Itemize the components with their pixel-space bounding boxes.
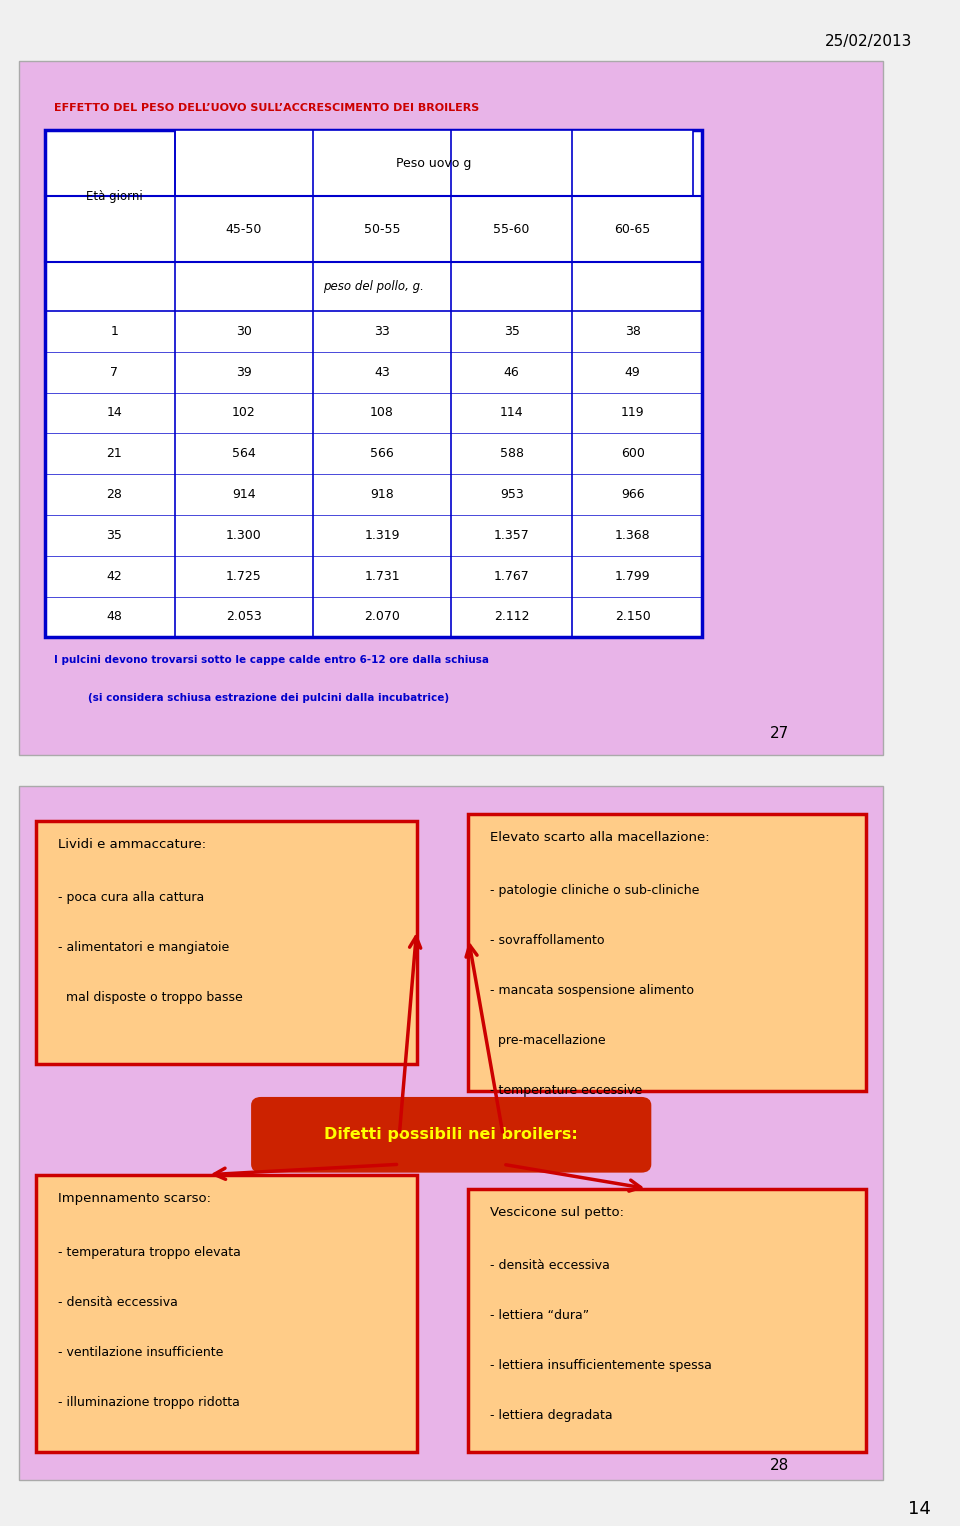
Text: 48: 48 — [107, 610, 122, 624]
Text: pre-macellazione: pre-macellazione — [491, 1035, 606, 1047]
FancyBboxPatch shape — [45, 130, 702, 638]
Text: Elevato scarto alla macellazione:: Elevato scarto alla macellazione: — [491, 832, 709, 844]
FancyBboxPatch shape — [36, 1175, 417, 1453]
Text: Impennamento scarso:: Impennamento scarso: — [58, 1192, 211, 1206]
Text: 1.300: 1.300 — [226, 530, 262, 542]
Text: 2.150: 2.150 — [614, 610, 651, 624]
Text: Lividi e ammaccature:: Lividi e ammaccature: — [58, 838, 206, 852]
Text: 2.112: 2.112 — [494, 610, 529, 624]
Text: - lettiera insufficientemente spessa: - lettiera insufficientemente spessa — [491, 1360, 712, 1372]
Text: I pulcini devono trovarsi sotto le cappe calde entro 6-12 ore dalla schiusa: I pulcini devono trovarsi sotto le cappe… — [54, 655, 489, 665]
Text: 918: 918 — [371, 488, 394, 501]
Text: - densità eccessiva: - densità eccessiva — [491, 1259, 610, 1273]
Text: 30: 30 — [236, 325, 252, 337]
Text: 14: 14 — [107, 406, 122, 420]
Text: - alimentatori e mangiatoie: - alimentatori e mangiatoie — [58, 942, 229, 954]
Text: 55-60: 55-60 — [493, 223, 530, 237]
FancyBboxPatch shape — [175, 130, 693, 197]
Text: EFFETTO DEL PESO DELL’UOVO SULL’ACCRESCIMENTO DEI BROILERS: EFFETTO DEL PESO DELL’UOVO SULL’ACCRESCI… — [54, 104, 479, 113]
Text: Peso uovo g: Peso uovo g — [396, 157, 471, 169]
Text: - densità eccessiva: - densità eccessiva — [58, 1296, 178, 1308]
Text: - temperature eccessive: - temperature eccessive — [491, 1085, 642, 1097]
Text: peso del pollo, g.: peso del pollo, g. — [323, 281, 424, 293]
Text: 1.767: 1.767 — [493, 569, 530, 583]
Text: 588: 588 — [500, 447, 524, 461]
Text: (si considera schiusa estrazione dei pulcini dalla incubatrice): (si considera schiusa estrazione dei pul… — [88, 693, 449, 703]
Text: 108: 108 — [371, 406, 394, 420]
Text: 25/02/2013: 25/02/2013 — [825, 34, 912, 49]
Text: 45-50: 45-50 — [226, 223, 262, 237]
Text: 42: 42 — [107, 569, 122, 583]
Text: 1.725: 1.725 — [226, 569, 262, 583]
Text: 28: 28 — [107, 488, 122, 501]
Text: - sovraffollamento: - sovraffollamento — [491, 934, 605, 948]
Text: 1: 1 — [110, 325, 118, 337]
Text: 43: 43 — [374, 366, 390, 378]
Text: 1.799: 1.799 — [614, 569, 651, 583]
Text: - mancata sospensione alimento: - mancata sospensione alimento — [491, 984, 694, 998]
Text: 27: 27 — [770, 726, 789, 742]
Text: 50-55: 50-55 — [364, 223, 400, 237]
Text: - ventilazione insufficiente: - ventilazione insufficiente — [58, 1346, 224, 1358]
Text: 114: 114 — [500, 406, 523, 420]
Text: 1.731: 1.731 — [364, 569, 400, 583]
Text: - temperatura troppo elevata: - temperatura troppo elevata — [58, 1245, 241, 1259]
Text: 14: 14 — [908, 1500, 931, 1518]
Text: mal disposte o troppo basse: mal disposte o troppo basse — [58, 992, 243, 1004]
Text: 38: 38 — [625, 325, 640, 337]
Text: 564: 564 — [232, 447, 255, 461]
FancyBboxPatch shape — [19, 61, 883, 755]
Text: Difetti possibili nei broilers:: Difetti possibili nei broilers: — [324, 1128, 578, 1143]
Text: 39: 39 — [236, 366, 252, 378]
Text: 1.357: 1.357 — [493, 530, 530, 542]
Text: 119: 119 — [621, 406, 644, 420]
Text: - illuminazione troppo ridotta: - illuminazione troppo ridotta — [58, 1395, 240, 1408]
Text: 7: 7 — [110, 366, 118, 378]
Text: 33: 33 — [374, 325, 390, 337]
Text: 566: 566 — [371, 447, 394, 461]
Text: 21: 21 — [107, 447, 122, 461]
Text: 953: 953 — [500, 488, 523, 501]
FancyBboxPatch shape — [19, 786, 883, 1480]
Text: 28: 28 — [770, 1459, 789, 1473]
Text: Vescicone sul petto:: Vescicone sul petto: — [491, 1206, 624, 1219]
FancyBboxPatch shape — [252, 1099, 650, 1172]
Text: 35: 35 — [107, 530, 122, 542]
Text: 2.070: 2.070 — [364, 610, 400, 624]
Text: 46: 46 — [504, 366, 519, 378]
Text: Età giorni: Età giorni — [85, 189, 143, 203]
Text: - lettiera “dura”: - lettiera “dura” — [491, 1309, 589, 1323]
Text: 60-65: 60-65 — [614, 223, 651, 237]
Text: 2.053: 2.053 — [226, 610, 262, 624]
FancyBboxPatch shape — [36, 821, 417, 1064]
Text: - poca cura alla cattura: - poca cura alla cattura — [58, 891, 204, 905]
Text: - patologie cliniche o sub-cliniche: - patologie cliniche o sub-cliniche — [491, 885, 700, 897]
Text: 1.368: 1.368 — [614, 530, 651, 542]
Text: 49: 49 — [625, 366, 640, 378]
Text: 1.319: 1.319 — [365, 530, 399, 542]
Text: 600: 600 — [621, 447, 644, 461]
Text: - lettiera degradata: - lettiera degradata — [491, 1410, 612, 1422]
Text: 102: 102 — [232, 406, 255, 420]
FancyBboxPatch shape — [468, 813, 866, 1091]
Text: 966: 966 — [621, 488, 644, 501]
Text: 35: 35 — [504, 325, 519, 337]
Text: 914: 914 — [232, 488, 255, 501]
FancyBboxPatch shape — [468, 1189, 866, 1453]
